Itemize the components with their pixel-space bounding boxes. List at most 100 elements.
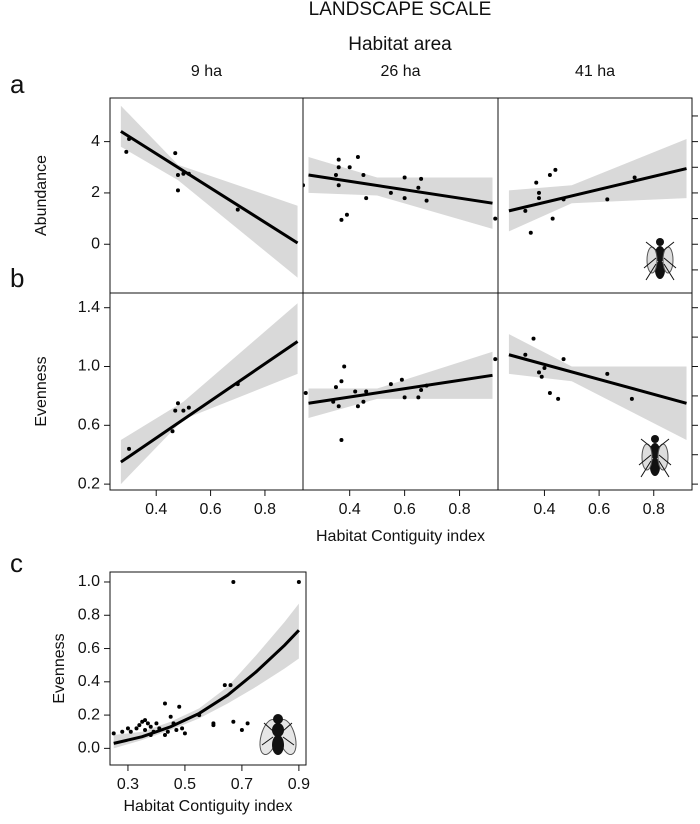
confidence-band — [120, 303, 298, 485]
y-axis-label: Abundance — [33, 155, 50, 236]
data-point — [416, 395, 421, 400]
data-point — [296, 579, 301, 584]
data-point — [547, 172, 552, 177]
plot-area — [120, 303, 299, 485]
data-point — [303, 390, 308, 395]
data-point — [336, 165, 341, 170]
panel-frame — [497, 292, 693, 491]
data-point — [523, 352, 528, 357]
data-point — [174, 728, 179, 733]
fit-line — [120, 340, 299, 464]
data-point — [528, 230, 533, 235]
data-point — [355, 404, 360, 409]
y-tick-label: 0.8 — [78, 606, 100, 623]
fit-line — [308, 173, 493, 205]
data-point — [228, 683, 233, 688]
plot-area — [303, 155, 498, 229]
data-point — [197, 713, 202, 718]
data-point — [175, 172, 180, 177]
data-point — [120, 729, 125, 734]
y-tick-label: 0 — [91, 235, 100, 252]
confidence-band — [508, 139, 687, 232]
x-tick-label: 0.5 — [174, 776, 196, 793]
data-point — [536, 370, 541, 375]
data-point — [336, 157, 341, 162]
data-point — [556, 396, 561, 401]
data-point — [355, 155, 360, 160]
x-tick-label: 0.8 — [254, 501, 276, 518]
data-point — [239, 728, 244, 733]
data-point — [148, 733, 153, 738]
data-point — [125, 726, 130, 731]
y-tick-label: 4 — [91, 133, 100, 150]
figure-title: LANDSCAPE SCALE — [309, 0, 492, 20]
y-tick-label: 0.0 — [78, 740, 100, 757]
data-point — [181, 408, 186, 413]
data-point — [333, 385, 338, 390]
fit-line — [508, 167, 687, 213]
data-point — [231, 579, 236, 584]
data-point — [605, 371, 610, 376]
x-tick-label: 0.6 — [588, 501, 610, 518]
x-tick-label: 0.4 — [339, 501, 361, 518]
data-point — [342, 364, 347, 369]
data-point — [347, 165, 352, 170]
data-point — [148, 724, 153, 729]
data-point — [128, 729, 133, 734]
data-point — [211, 721, 216, 726]
data-point — [177, 704, 182, 709]
data-point — [186, 171, 191, 176]
fly-icon — [259, 714, 297, 756]
figure-subtitle: Habitat area — [348, 34, 452, 55]
data-point — [124, 149, 129, 154]
fit-line — [508, 353, 687, 405]
data-point — [134, 726, 139, 731]
data-point — [173, 408, 178, 413]
data-point — [143, 718, 148, 723]
data-point — [168, 714, 173, 719]
data-point — [222, 683, 227, 688]
y-tick-label: 1.0 — [78, 573, 100, 590]
data-point — [419, 176, 424, 181]
data-point — [399, 377, 404, 382]
data-point — [531, 336, 536, 341]
data-point — [162, 733, 167, 738]
data-point — [171, 721, 176, 726]
data-point — [333, 172, 338, 177]
y-tick-label: 0.2 — [78, 706, 100, 723]
y-tick-label: 0.2 — [78, 475, 100, 492]
data-point — [536, 196, 541, 201]
plot-area — [111, 579, 301, 749]
data-point — [127, 446, 132, 451]
data-point — [547, 390, 552, 395]
x-tick-label: 0.6 — [199, 501, 221, 518]
data-point — [424, 198, 429, 203]
plot-area — [120, 105, 299, 278]
y-tick-label: 2 — [91, 184, 100, 201]
data-point — [235, 207, 240, 212]
data-point — [339, 438, 344, 443]
y-tick-label: 0.6 — [78, 417, 100, 434]
data-point — [175, 401, 180, 406]
data-point — [632, 175, 637, 180]
data-point — [175, 188, 180, 193]
y-tick-label: 1.0 — [78, 358, 100, 375]
data-point — [137, 723, 142, 728]
confidence-band — [308, 157, 493, 229]
data-point — [154, 721, 159, 726]
data-point — [143, 728, 148, 733]
confidence-band — [508, 334, 687, 441]
data-point — [127, 137, 132, 142]
data-point — [173, 151, 178, 156]
data-point — [534, 180, 539, 185]
data-point — [245, 721, 250, 726]
y-axis-label: Evenness — [33, 356, 50, 426]
panel-frame — [109, 571, 307, 766]
plot-area — [508, 139, 687, 235]
data-point — [364, 389, 369, 394]
x-tick-label: 0.8 — [448, 501, 470, 518]
confidence-band — [113, 603, 299, 749]
data-point — [402, 175, 407, 180]
data-point — [561, 197, 566, 202]
